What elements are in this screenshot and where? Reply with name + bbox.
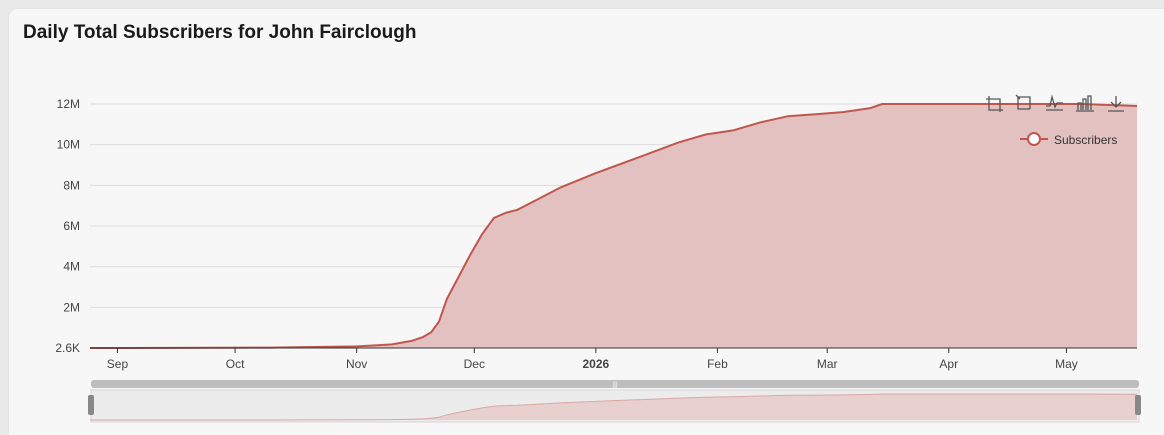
zoom-slider-bar[interactable] <box>91 380 1139 388</box>
legend-label: Subscribers <box>1054 133 1117 147</box>
axes: 2.6K 2M 4M 6M 8M 10M 12M Sep Oct Nov Dec 2026 Feb Mar… <box>55 97 1137 371</box>
zoom-handle-right[interactable] <box>1135 395 1141 415</box>
preview-area <box>90 394 1137 420</box>
y-tick-label: 10M <box>57 138 80 152</box>
download-icon[interactable] <box>1105 92 1127 114</box>
y-tick-label: 6M <box>63 219 80 233</box>
y-tick-label: 2M <box>63 300 80 314</box>
plot-area <box>89 103 1138 349</box>
series-area <box>90 104 1137 348</box>
x-tick-label: May <box>1055 357 1078 371</box>
bar-chart-icon[interactable] <box>1074 92 1096 114</box>
x-tick-label: Nov <box>346 357 367 371</box>
y-tick-label: 12M <box>57 97 80 111</box>
y-tick-label: 4M <box>63 260 80 274</box>
zoom-slider-grip: ||| <box>612 382 618 389</box>
chart-title: Daily Total Subscribers for John Fairclo… <box>23 22 417 43</box>
series-line <box>89 103 1138 349</box>
x-tick-label: Feb <box>707 357 728 371</box>
x-tick-label: Apr <box>939 357 958 371</box>
x-tick-label: Sep <box>107 357 129 371</box>
legend-marker <box>1027 132 1041 146</box>
legend[interactable]: Subscribers <box>1020 132 1117 147</box>
x-tick-label: Oct <box>226 357 245 371</box>
y-tick-label: 8M <box>63 178 80 192</box>
x-tick-label: Mar <box>817 357 838 371</box>
preview-line <box>90 393 1138 421</box>
x-tick-label: 2026 <box>583 357 610 371</box>
x-tick-label: Dec <box>464 357 485 371</box>
zoom-handle-left[interactable] <box>88 395 94 415</box>
y-tick-label: 2.6K <box>55 341 80 355</box>
toolbar <box>983 92 1127 114</box>
zoom-reset-icon[interactable] <box>1013 92 1035 114</box>
line-chart-icon[interactable] <box>1043 92 1065 114</box>
zoom-preview <box>90 393 1138 421</box>
data-zoom: ||| <box>88 380 1141 423</box>
zoom-icon[interactable] <box>983 92 1005 114</box>
